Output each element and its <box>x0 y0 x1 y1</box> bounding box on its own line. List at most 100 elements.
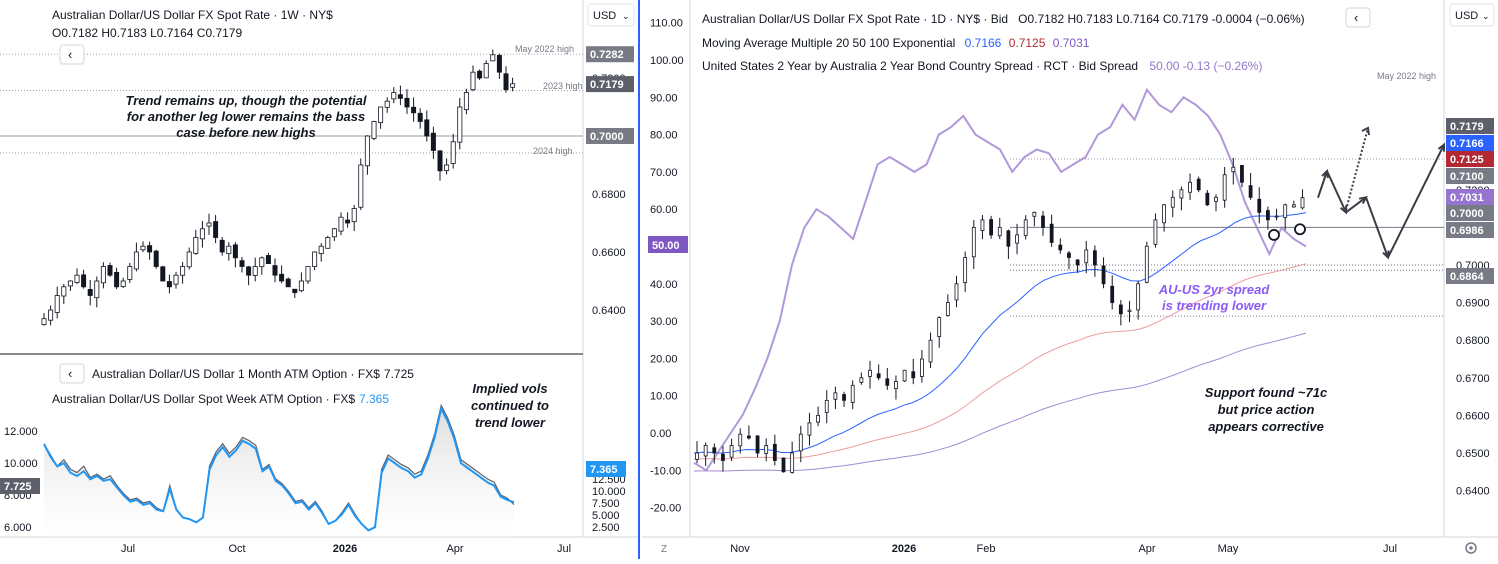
weekly-candle <box>285 277 291 288</box>
weekly-annotation-line-3: case before new highs <box>176 125 315 140</box>
weekly-candle-body <box>312 251 318 267</box>
daily-candle-body <box>1266 210 1270 221</box>
daily-candle <box>721 446 725 472</box>
daily-candle <box>781 457 786 473</box>
daily-candle <box>790 441 795 474</box>
daily-candle-body <box>1240 165 1244 183</box>
daily-candle <box>738 428 743 454</box>
weekly-candle-body <box>358 164 364 208</box>
right-x-label: Apr <box>1138 543 1155 555</box>
weekly-candle-body <box>345 219 351 224</box>
weekly-candle <box>338 212 344 236</box>
weekly-tag-0.70: 0.7000 <box>586 128 634 144</box>
weekly-candle-body <box>450 141 456 164</box>
settings-gear-icon[interactable] <box>1465 542 1477 554</box>
daily-candle-body <box>1248 185 1253 198</box>
weekly-tag-0.70-bg <box>586 128 634 144</box>
daily-candle <box>729 438 734 462</box>
daily-candle <box>1084 240 1089 274</box>
left-x-label: Apr <box>446 543 463 555</box>
implied-vol-pane: 6.0008.00010.00012.0002.5005.0007.50010.… <box>0 403 626 537</box>
daily-candle-body <box>781 457 786 473</box>
weekly-candle <box>358 158 364 210</box>
weekly-candle <box>292 288 298 299</box>
chevron-left-icon: ‹ <box>1354 10 1358 25</box>
weekly-candle <box>450 133 456 169</box>
daily-candle-body <box>989 219 993 236</box>
daily-candle-body <box>894 381 898 389</box>
daily-candle-body <box>850 384 855 403</box>
weekly-candle-body <box>338 216 344 232</box>
daily-candle <box>1110 275 1115 310</box>
daily-price-tag: 0.7125 <box>1446 151 1494 167</box>
daily-price-tag-bg <box>1446 222 1494 238</box>
daily-price-tag-text: 0.7031 <box>1450 192 1484 204</box>
daily-candle-body <box>1118 304 1123 315</box>
daily-candle-body <box>842 394 846 401</box>
daily-price-tag-text: 0.6986 <box>1450 225 1484 237</box>
daily-candle <box>1214 194 1218 212</box>
daily-candle <box>1015 223 1019 255</box>
left-currency-button[interactable]: USD ⌄ <box>587 3 635 27</box>
weekly-candle-body <box>259 257 265 268</box>
daily-candle <box>894 375 898 400</box>
weekly-candle <box>437 150 443 181</box>
weekly-candle-body <box>325 237 331 249</box>
weekly-candle-body <box>430 132 436 151</box>
daily-candle <box>764 438 769 462</box>
daily-price-tag-bg <box>1446 268 1494 284</box>
weekly-candle-body <box>510 83 516 88</box>
daily-may2022-label: May 2022 high <box>1377 71 1436 81</box>
daily-candle <box>824 390 829 424</box>
ma20-line <box>693 212 1307 454</box>
daily-candle-body <box>798 433 803 452</box>
daily-y-tick: 0.6500 <box>1456 448 1490 460</box>
spread-y-tick: 90.00 <box>650 92 678 104</box>
weekly-candle <box>246 265 252 286</box>
vol-area <box>44 405 514 537</box>
vol-right-y-tick: 7.500 <box>592 498 620 510</box>
vol-collapse-button[interactable]: ‹ <box>59 363 85 384</box>
daily-candle-body <box>1205 192 1210 206</box>
daily-candle-body <box>824 399 829 413</box>
weekly-candle <box>232 242 238 268</box>
daily-candle <box>772 434 777 466</box>
daily-candle <box>1266 206 1270 230</box>
daily-candle <box>1118 299 1123 326</box>
daily-y-tick: 0.6400 <box>1456 486 1490 498</box>
right-collapse-button[interactable]: ‹ <box>1345 7 1371 28</box>
weekly-candle-body <box>417 112 423 122</box>
daily-price-tag-bg <box>1446 168 1494 184</box>
daily-candle-body <box>1058 244 1063 251</box>
spread-y-tick: 40.00 <box>650 279 678 291</box>
right-currency-label: USD <box>1455 10 1478 22</box>
daily-candle <box>876 364 881 381</box>
weekly-candle-body <box>437 150 443 172</box>
daily-y-tick: 0.6800 <box>1456 335 1490 347</box>
alt-projection-arrowhead <box>1361 126 1370 136</box>
weekly-candle-body <box>318 245 324 254</box>
weekly-candle <box>173 271 179 289</box>
weekly-candle-body <box>166 281 172 288</box>
left-x-label: Jul <box>121 543 135 555</box>
weekly-candle-body <box>391 92 397 100</box>
weekly-candle-body <box>384 100 390 108</box>
z-button[interactable]: Z <box>656 541 674 556</box>
left-collapse-button[interactable]: ‹ <box>59 44 85 65</box>
vol-left-tag: 7.725 <box>0 478 40 494</box>
weekly-candle <box>41 313 47 326</box>
daily-candle <box>1136 280 1141 320</box>
daily-candle-body <box>1291 204 1296 208</box>
weekly-candle-body <box>470 71 476 91</box>
daily-candle <box>963 251 968 292</box>
spread-annotation-line-2: is trending lower <box>1162 298 1267 313</box>
daily-candle <box>1188 173 1192 201</box>
daily-candle-body <box>1093 250 1097 266</box>
projection-segment <box>1345 196 1367 214</box>
daily-price-tag-bg <box>1446 135 1494 151</box>
right-currency-button[interactable]: USD ⌄ <box>1449 3 1495 27</box>
daily-candle <box>1075 259 1080 273</box>
daily-price-tag-text: 0.7000 <box>1450 208 1484 220</box>
weekly-candle <box>54 286 60 319</box>
weekly-candle-body <box>252 266 258 276</box>
